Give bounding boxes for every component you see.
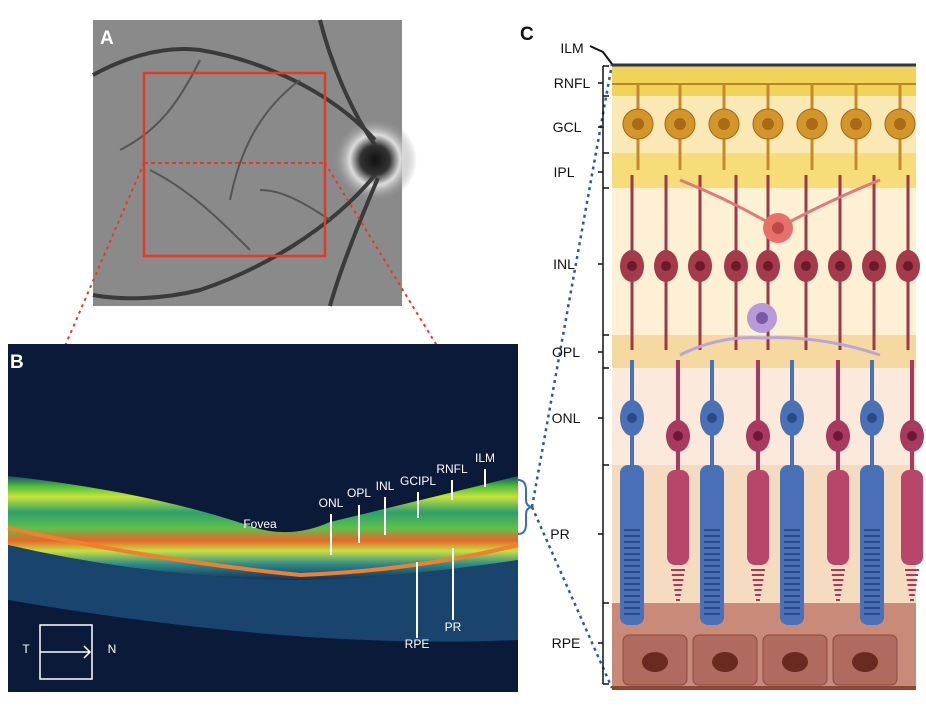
nucleus bbox=[695, 261, 705, 271]
zoom-line bbox=[324, 162, 519, 479]
retina-diagram bbox=[612, 63, 924, 690]
zoom-line bbox=[530, 63, 614, 508]
nucleus bbox=[731, 261, 741, 271]
layer-label: ILM bbox=[560, 40, 583, 56]
layer-label: GCIPL bbox=[400, 474, 436, 488]
nucleus bbox=[833, 431, 843, 441]
layer-label: OPL bbox=[347, 486, 371, 500]
nucleus bbox=[627, 413, 637, 423]
layer-band bbox=[612, 66, 916, 96]
layer-label: ONL bbox=[552, 410, 581, 426]
nucleus bbox=[867, 413, 877, 423]
layer-label: INL bbox=[553, 256, 575, 272]
nucleus bbox=[894, 118, 906, 130]
layer-label: RPE bbox=[405, 637, 430, 651]
orientation-label: N bbox=[108, 642, 117, 656]
layer-label: ILM bbox=[475, 451, 495, 465]
layer-label: IPL bbox=[553, 164, 574, 180]
nucleus bbox=[707, 413, 717, 423]
nucleus bbox=[903, 261, 913, 271]
layer-label: OPL bbox=[552, 344, 580, 360]
nucleus bbox=[763, 261, 773, 271]
panel-label: C bbox=[520, 24, 534, 45]
nucleus bbox=[712, 652, 738, 672]
layer-label: ONL bbox=[319, 496, 344, 510]
nucleus bbox=[753, 431, 763, 441]
annotation: Fovea bbox=[243, 517, 277, 531]
nucleus bbox=[772, 222, 784, 234]
zoom-line bbox=[530, 506, 614, 689]
panel-label: A bbox=[100, 28, 114, 49]
nucleus bbox=[673, 431, 683, 441]
cone-segment bbox=[667, 470, 689, 565]
nucleus bbox=[852, 652, 878, 672]
nucleus bbox=[756, 312, 768, 324]
layer-label: INL bbox=[376, 479, 395, 493]
cone-segment bbox=[747, 470, 769, 565]
panel-label: B bbox=[10, 352, 24, 373]
nucleus bbox=[627, 261, 637, 271]
layer-band bbox=[612, 153, 916, 188]
oct-scan bbox=[7, 344, 519, 692]
nucleus bbox=[642, 652, 668, 672]
nucleus bbox=[762, 118, 774, 130]
nucleus bbox=[801, 261, 811, 271]
layer-label: PR bbox=[550, 526, 569, 542]
nucleus bbox=[787, 413, 797, 423]
layer-label: RPE bbox=[552, 635, 581, 651]
ilm-pointer bbox=[589, 45, 613, 65]
nucleus bbox=[907, 431, 917, 441]
nucleus bbox=[835, 261, 845, 271]
layer-label: GCL bbox=[553, 119, 582, 135]
nucleus bbox=[674, 118, 686, 130]
arrow bbox=[40, 645, 92, 659]
nucleus bbox=[869, 261, 879, 271]
layer-label: RNFL bbox=[436, 462, 468, 476]
nucleus bbox=[661, 261, 671, 271]
orientation-label: T bbox=[22, 642, 30, 656]
cone-segment bbox=[901, 470, 923, 565]
nucleus bbox=[806, 118, 818, 130]
fundus-image bbox=[92, 19, 417, 307]
layer-label: RNFL bbox=[554, 75, 591, 91]
brace bbox=[517, 479, 533, 535]
cone-segment bbox=[827, 470, 849, 565]
zoom-line bbox=[7, 162, 145, 479]
nucleus bbox=[782, 652, 808, 672]
nucleus bbox=[632, 118, 644, 130]
layer-label: PR bbox=[445, 620, 462, 634]
nucleus bbox=[718, 118, 730, 130]
horizontal-dendrite bbox=[679, 336, 881, 357]
nucleus bbox=[850, 118, 862, 130]
